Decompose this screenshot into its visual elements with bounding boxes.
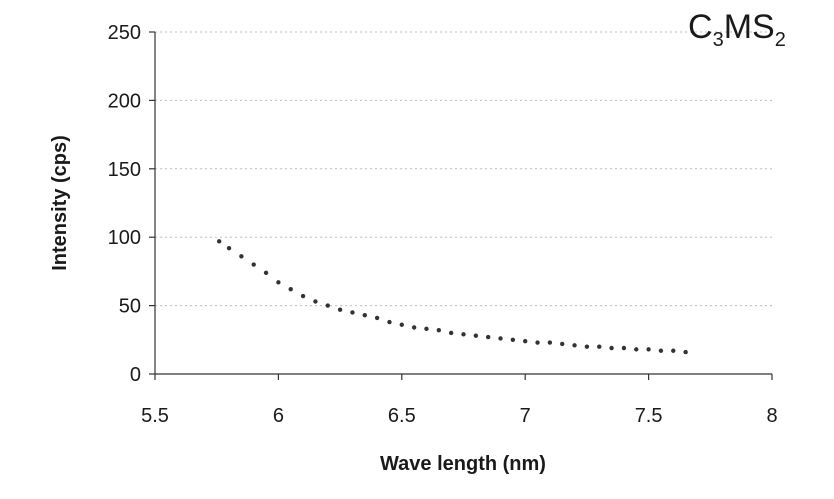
title-ms-subscript: 2 <box>775 29 786 51</box>
data-point <box>498 336 503 341</box>
y-tick-label: 0 <box>130 364 141 386</box>
data-point <box>597 344 602 349</box>
data-points <box>216 239 688 355</box>
data-point <box>671 348 676 353</box>
data-point <box>584 344 590 349</box>
x-tick-label: 8 <box>766 405 777 427</box>
data-point <box>276 280 281 285</box>
data-point <box>572 343 577 348</box>
data-point <box>337 307 343 312</box>
y-tick-label: 50 <box>119 296 141 318</box>
y-tick-label: 100 <box>108 227 141 249</box>
y-tick-label: 150 <box>108 159 141 181</box>
data-point <box>350 310 355 315</box>
y-ticks: 0 50 100 150 200 250 <box>108 22 155 386</box>
y-tick-label: 200 <box>108 90 141 112</box>
data-point <box>658 348 664 353</box>
data-point <box>399 322 404 327</box>
data-point <box>325 303 330 308</box>
data-point <box>634 347 639 352</box>
data-point <box>535 340 540 345</box>
data-point <box>485 334 491 340</box>
title-c: C <box>688 8 713 46</box>
x-ticks: 5.5 6 6.5 7 7.5 8 <box>141 374 778 427</box>
data-point <box>387 319 392 325</box>
data-point <box>374 315 380 321</box>
title-ms: MS <box>724 8 775 46</box>
x-tick-label: 7.5 <box>635 405 663 427</box>
y-axis-title: Intensity (cps) <box>49 135 71 271</box>
x-tick-label: 6.5 <box>388 405 416 427</box>
data-point <box>251 262 256 267</box>
grid-lines <box>155 31 772 307</box>
data-point <box>226 245 232 251</box>
data-point <box>609 345 614 351</box>
data-point <box>646 347 651 352</box>
chart-title: C3MS2 <box>688 8 786 51</box>
data-point <box>313 299 318 304</box>
data-point <box>547 340 553 345</box>
x-tick-label: 6 <box>273 405 284 427</box>
data-point <box>288 286 293 292</box>
data-point <box>448 330 454 336</box>
x-tick-label: 7 <box>520 405 531 427</box>
data-point <box>560 341 565 347</box>
title-c-subscript: 3 <box>713 29 724 51</box>
data-point <box>239 254 244 259</box>
data-point <box>523 338 528 344</box>
y-tick-label: 250 <box>108 22 141 44</box>
data-point <box>621 345 627 351</box>
data-point <box>461 332 466 337</box>
data-point <box>510 337 516 342</box>
data-point <box>362 312 367 318</box>
data-point <box>216 239 222 244</box>
data-point <box>683 349 688 355</box>
data-point <box>411 325 417 330</box>
data-point <box>436 328 442 333</box>
x-axis-title: Wave length (nm) <box>380 453 546 475</box>
data-point <box>263 270 269 275</box>
data-point <box>473 333 479 338</box>
data-point <box>300 293 306 299</box>
data-point <box>424 326 429 332</box>
x-tick-label: 5.5 <box>141 405 169 427</box>
